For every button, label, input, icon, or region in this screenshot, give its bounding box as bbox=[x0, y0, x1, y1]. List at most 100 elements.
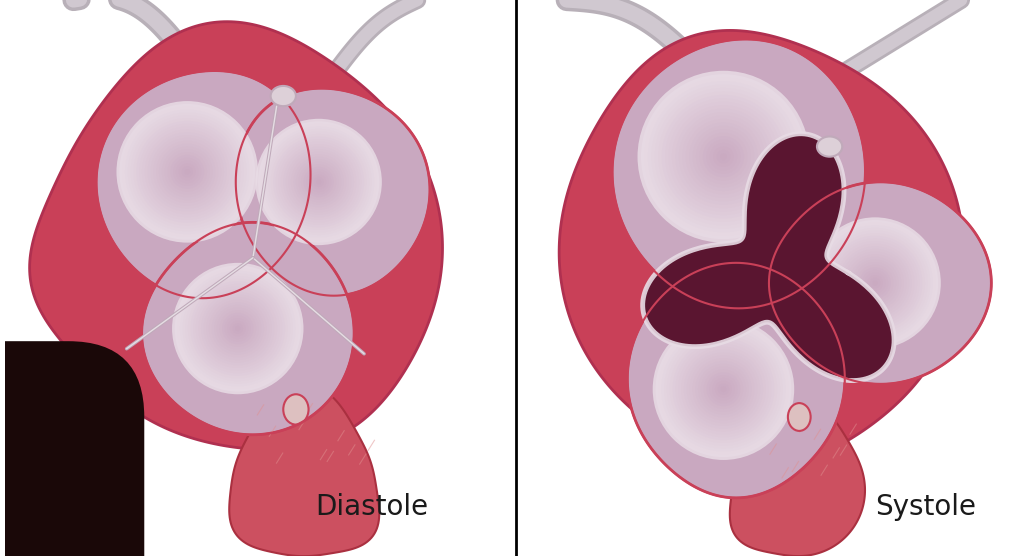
Circle shape bbox=[658, 91, 788, 222]
Circle shape bbox=[298, 162, 338, 202]
Polygon shape bbox=[30, 22, 443, 450]
Circle shape bbox=[180, 271, 295, 386]
Circle shape bbox=[870, 278, 880, 289]
Circle shape bbox=[136, 121, 238, 223]
Circle shape bbox=[144, 130, 230, 214]
Circle shape bbox=[283, 147, 354, 217]
Circle shape bbox=[128, 112, 247, 231]
Circle shape bbox=[206, 297, 269, 360]
Circle shape bbox=[307, 170, 331, 195]
Circle shape bbox=[681, 347, 766, 431]
Circle shape bbox=[314, 177, 324, 187]
Circle shape bbox=[648, 81, 799, 232]
Circle shape bbox=[148, 132, 227, 211]
Circle shape bbox=[860, 267, 891, 299]
Circle shape bbox=[651, 85, 796, 229]
Circle shape bbox=[712, 378, 735, 400]
Circle shape bbox=[263, 126, 375, 237]
Circle shape bbox=[222, 313, 254, 344]
Circle shape bbox=[667, 332, 780, 446]
Circle shape bbox=[311, 175, 326, 190]
Circle shape bbox=[193, 284, 283, 373]
Circle shape bbox=[658, 324, 788, 454]
Circle shape bbox=[133, 118, 241, 226]
Circle shape bbox=[696, 129, 751, 184]
Circle shape bbox=[191, 281, 285, 376]
Circle shape bbox=[809, 217, 941, 349]
Circle shape bbox=[301, 164, 336, 200]
Circle shape bbox=[851, 260, 899, 307]
Circle shape bbox=[182, 166, 193, 177]
Circle shape bbox=[710, 143, 737, 171]
Circle shape bbox=[183, 274, 293, 384]
Circle shape bbox=[212, 302, 264, 355]
Circle shape bbox=[704, 369, 743, 409]
Circle shape bbox=[164, 149, 209, 195]
Circle shape bbox=[664, 330, 783, 449]
Circle shape bbox=[689, 355, 757, 423]
Circle shape bbox=[142, 127, 232, 217]
Circle shape bbox=[256, 119, 382, 245]
Circle shape bbox=[162, 146, 213, 197]
Circle shape bbox=[707, 372, 740, 406]
Circle shape bbox=[652, 319, 795, 460]
Polygon shape bbox=[643, 134, 894, 381]
Circle shape bbox=[122, 107, 253, 237]
Circle shape bbox=[826, 233, 925, 333]
Circle shape bbox=[185, 169, 190, 175]
Polygon shape bbox=[769, 182, 992, 384]
Circle shape bbox=[172, 263, 303, 394]
Circle shape bbox=[286, 149, 352, 215]
Circle shape bbox=[316, 180, 321, 185]
Circle shape bbox=[227, 318, 249, 339]
Polygon shape bbox=[730, 399, 865, 556]
Ellipse shape bbox=[270, 86, 296, 106]
Circle shape bbox=[174, 265, 301, 391]
Circle shape bbox=[214, 305, 261, 352]
Circle shape bbox=[208, 300, 266, 358]
Circle shape bbox=[838, 246, 912, 320]
Circle shape bbox=[828, 236, 923, 330]
Circle shape bbox=[713, 146, 734, 167]
Polygon shape bbox=[235, 88, 430, 296]
Circle shape bbox=[836, 244, 914, 322]
Circle shape bbox=[692, 126, 754, 187]
Polygon shape bbox=[627, 263, 845, 498]
Circle shape bbox=[154, 138, 221, 206]
Circle shape bbox=[701, 366, 746, 412]
Circle shape bbox=[654, 88, 793, 225]
Polygon shape bbox=[559, 31, 964, 468]
Circle shape bbox=[812, 220, 938, 346]
Circle shape bbox=[709, 375, 738, 403]
Circle shape bbox=[817, 225, 933, 341]
Circle shape bbox=[862, 270, 889, 296]
Circle shape bbox=[178, 268, 298, 389]
Circle shape bbox=[201, 292, 275, 365]
Polygon shape bbox=[612, 39, 866, 309]
Text: Diastole: Diastole bbox=[315, 493, 428, 520]
Circle shape bbox=[841, 249, 909, 317]
Circle shape bbox=[675, 108, 772, 205]
Circle shape bbox=[670, 335, 777, 443]
Circle shape bbox=[185, 276, 290, 381]
Circle shape bbox=[296, 159, 342, 205]
Circle shape bbox=[260, 124, 377, 240]
Circle shape bbox=[833, 241, 917, 325]
Circle shape bbox=[644, 78, 803, 236]
Circle shape bbox=[673, 338, 774, 440]
Circle shape bbox=[281, 144, 357, 220]
Circle shape bbox=[125, 110, 250, 234]
Circle shape bbox=[848, 257, 901, 309]
Circle shape bbox=[117, 101, 258, 242]
Circle shape bbox=[641, 74, 806, 239]
Circle shape bbox=[288, 152, 349, 212]
Circle shape bbox=[159, 143, 216, 200]
Circle shape bbox=[831, 239, 920, 327]
Circle shape bbox=[258, 121, 380, 242]
Circle shape bbox=[131, 115, 244, 229]
Circle shape bbox=[232, 323, 244, 334]
FancyBboxPatch shape bbox=[0, 341, 144, 556]
Circle shape bbox=[872, 280, 878, 286]
Circle shape bbox=[684, 350, 763, 429]
Circle shape bbox=[706, 140, 741, 174]
